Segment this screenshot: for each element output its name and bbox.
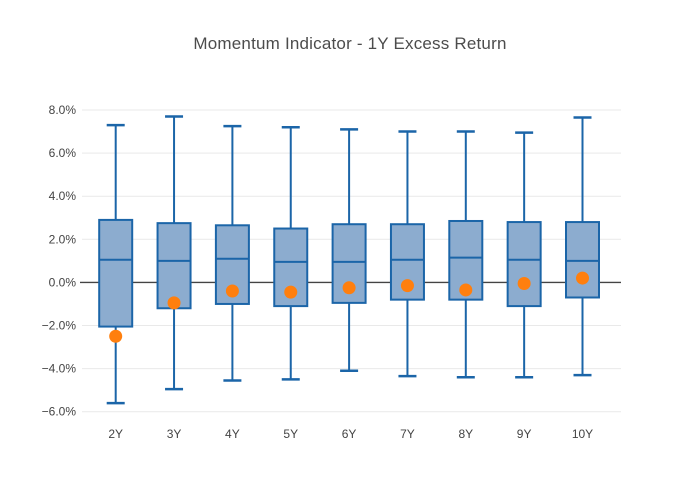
mean-point[interactable]: [225, 284, 239, 298]
box-group: [331, 128, 367, 373]
box-group: [273, 125, 309, 381]
box-group: [214, 124, 250, 382]
y-tick-label: −4.0%: [42, 362, 77, 376]
x-tick-label: 9Y: [517, 427, 532, 441]
x-tick-label: 7Y: [400, 427, 415, 441]
mean-point[interactable]: [342, 281, 356, 295]
box-group: [156, 115, 192, 391]
box-group: [98, 123, 134, 405]
y-tick-label: 0.0%: [49, 275, 77, 289]
mean-point[interactable]: [400, 279, 414, 293]
y-tick-label: −2.0%: [42, 319, 77, 333]
mean-point[interactable]: [576, 271, 589, 285]
x-tick-label: 3Y: [167, 427, 182, 441]
x-tick-label: 4Y: [225, 427, 240, 441]
chart-title: Momentum Indicator - 1Y Excess Return: [193, 34, 507, 53]
mean-point[interactable]: [517, 276, 531, 290]
box-rect[interactable]: [331, 223, 367, 304]
box-rect[interactable]: [506, 221, 542, 308]
mean-point[interactable]: [284, 285, 298, 299]
x-tick-label: 6Y: [342, 427, 357, 441]
box-rect[interactable]: [156, 222, 192, 310]
y-tick-label: −6.0%: [42, 405, 77, 419]
x-tick-label: 5Y: [283, 427, 298, 441]
box-rect[interactable]: [565, 221, 600, 299]
y-tick-label: 2.0%: [49, 232, 77, 246]
mean-point[interactable]: [109, 329, 123, 343]
mean-point[interactable]: [459, 283, 473, 297]
mean-point[interactable]: [167, 296, 181, 310]
y-tick-label: 8.0%: [49, 103, 77, 117]
x-tick-label: 2Y: [108, 427, 123, 441]
y-tick-label: 4.0%: [49, 189, 77, 203]
box-group: [389, 130, 425, 378]
y-tick-label: 6.0%: [49, 146, 77, 160]
box-group: [448, 130, 484, 379]
box-group: [506, 131, 542, 379]
box-rect[interactable]: [98, 218, 134, 328]
x-tick-label: 10Y: [572, 427, 593, 441]
box-group: [565, 116, 600, 377]
x-tick-label: 8Y: [458, 427, 473, 441]
